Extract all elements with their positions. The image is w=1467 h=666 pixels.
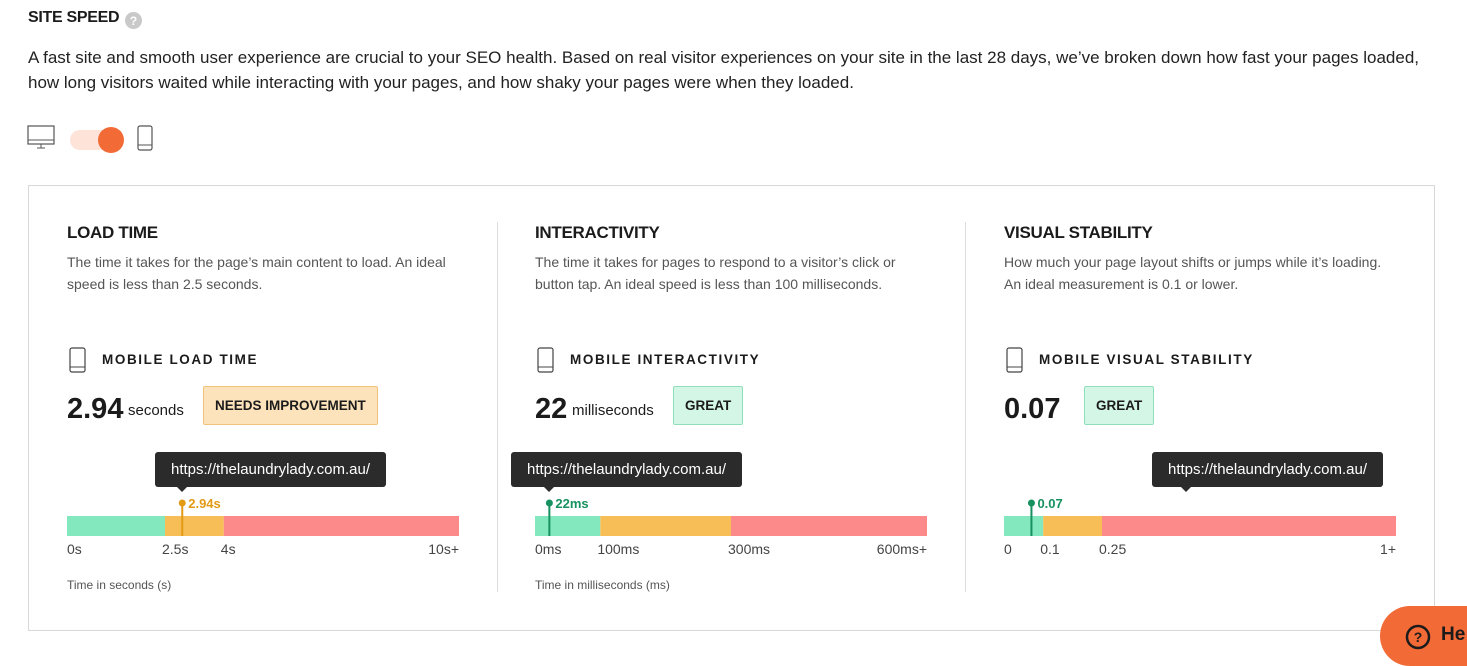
metric-value: 0.07 xyxy=(1004,393,1061,425)
help-button[interactable]: ? He xyxy=(1380,606,1467,666)
divider xyxy=(497,222,498,592)
gauge-tick-label: 0 xyxy=(1004,541,1012,557)
gauge-tick-label: 4s xyxy=(221,541,236,557)
axis-label: Time in milliseconds (ms) xyxy=(535,578,670,592)
panel-description: The time it takes for the page’s main co… xyxy=(67,254,446,292)
svg-text:?: ? xyxy=(1414,629,1423,645)
status-badge: GREAT xyxy=(1084,386,1155,425)
page: SITE SPEED ? A fast site and smooth user… xyxy=(27,9,1467,666)
metrics-card xyxy=(28,185,1435,631)
panel-title: LOAD TIME xyxy=(67,223,158,242)
gauge-tick-label: 600ms+ xyxy=(877,541,927,557)
panel-description: How much your page layout shifts or jump… xyxy=(1004,254,1382,292)
gauge: 0s 2.5s 4s 10s+ 2.94s xyxy=(67,486,459,557)
metric-unit: seconds xyxy=(128,402,184,419)
panel-title: VISUAL STABILITY xyxy=(1004,223,1153,242)
device-toggle[interactable] xyxy=(27,124,157,154)
gauge-tick-label: 100ms xyxy=(597,541,639,557)
metric-value: 2.94 xyxy=(67,393,124,425)
gauge-segment xyxy=(67,516,165,536)
gauge-tick-label: 0s xyxy=(67,541,82,557)
gauge-segment xyxy=(223,516,459,536)
help-label: He xyxy=(1441,624,1466,645)
help-icon: ? xyxy=(1405,624,1431,650)
help-icon[interactable]: ? xyxy=(124,11,143,30)
gauge-segment xyxy=(1102,516,1396,536)
gauge-tick-label: 0.25 xyxy=(1099,541,1126,557)
url-tooltip: https://thelaundrylady.com.au/ xyxy=(511,452,742,487)
section-title: SITE SPEED xyxy=(28,9,120,26)
divider xyxy=(965,222,966,592)
status-badge: GREAT xyxy=(673,386,744,425)
gauge-marker-dot xyxy=(1027,499,1035,507)
gauge: 0 0.1 0.25 1+ 0.07 xyxy=(1004,486,1396,557)
gauge-segment xyxy=(1004,516,1044,536)
metric-label: MOBILE VISUAL STABILITY xyxy=(1039,352,1254,367)
gauge-marker-dot xyxy=(545,499,553,507)
gauge-segment xyxy=(1043,516,1102,536)
gauge-marker-label: 22ms xyxy=(555,496,588,511)
gauge-segment xyxy=(535,516,601,536)
metric-label: MOBILE INTERACTIVITY xyxy=(570,352,761,367)
url-tooltip: https://thelaundrylady.com.au/ xyxy=(155,452,386,487)
section-description: A fast site and smooth user experience a… xyxy=(28,48,1419,92)
gauge-tick-label: 10s+ xyxy=(428,541,459,557)
gauge-tick-label: 1+ xyxy=(1380,541,1396,557)
gauge-tick-label: 0.1 xyxy=(1040,541,1060,557)
metric-unit: milliseconds xyxy=(572,402,654,419)
gauge-tick-label: 0ms xyxy=(535,541,561,557)
gauge-segment xyxy=(600,516,731,536)
gauge-segment xyxy=(731,516,927,536)
tooltip-arrow xyxy=(176,486,188,492)
panel-title: INTERACTIVITY xyxy=(535,223,660,242)
gauge-marker-label: 0.07 xyxy=(1037,496,1062,511)
status-badge: NEEDS IMPROVEMENT xyxy=(203,386,378,425)
url-tooltip: https://thelaundrylady.com.au/ xyxy=(1152,452,1383,487)
metric-label: MOBILE LOAD TIME xyxy=(102,352,259,367)
phone-icon xyxy=(1006,347,1023,373)
panel-description: The time it takes for pages to respond t… xyxy=(535,254,896,292)
gauge-tick-label: 2.5s xyxy=(162,541,188,557)
svg-text:?: ? xyxy=(130,14,137,28)
gauge: 0ms 100ms 300ms 600ms+ 22ms xyxy=(535,486,927,557)
tooltip-arrow xyxy=(1180,486,1192,492)
phone-icon xyxy=(537,347,554,373)
gauge-marker-label: 2.94s xyxy=(188,496,221,511)
phone-icon xyxy=(69,347,86,373)
tooltip-arrow xyxy=(543,486,555,492)
gauge-marker-dot xyxy=(178,499,186,507)
gauge-segment xyxy=(165,516,224,536)
axis-label: Time in seconds (s) xyxy=(67,578,172,592)
gauge-tick-label: 300ms xyxy=(728,541,770,557)
metric-value: 22 xyxy=(535,393,568,425)
